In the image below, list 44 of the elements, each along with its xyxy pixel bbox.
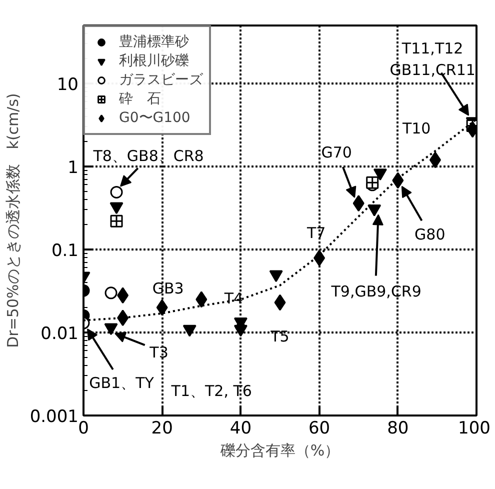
legend-label: ガラスビーズ — [119, 71, 203, 89]
point — [182, 324, 196, 337]
point — [117, 310, 129, 326]
point — [110, 214, 123, 228]
y-tick-label: 0.001 — [30, 407, 79, 427]
point — [366, 176, 379, 189]
x-tick-label: 100 — [458, 418, 491, 438]
annotation: T11,T12 GB11,CR11 — [390, 40, 476, 80]
point — [314, 250, 326, 266]
annotation: T3 — [148, 343, 168, 362]
x-tick-label: 60 — [308, 418, 330, 438]
y-tick-label: 0.01 — [40, 324, 79, 344]
annotation: GB1、TY — [89, 374, 155, 392]
legend-label: 豊浦標準砂 — [119, 33, 189, 51]
annotation: T10 — [401, 119, 431, 138]
point — [156, 299, 168, 316]
x-tick-label: 20 — [151, 418, 173, 438]
x-tick-label: 80 — [387, 418, 409, 438]
annotation: T7 — [306, 224, 326, 242]
annotation: G80 — [414, 225, 446, 244]
y-tick-label: 1 — [68, 158, 79, 178]
legend-label: 利根川砂礫 — [119, 52, 189, 70]
point — [110, 186, 123, 198]
point — [117, 287, 129, 304]
annotation: T1、T2, T6 — [170, 382, 252, 400]
legend-label: 砕 石 — [119, 90, 161, 108]
y-axis-title: Dr=50%のときの透水係数 k(cm/s) — [4, 93, 22, 348]
y-tick-label: 10 — [56, 75, 79, 96]
point — [104, 323, 118, 336]
x-tick-label: 0 — [78, 418, 89, 438]
x-axis-title: 礫分含有率（%） — [219, 442, 340, 460]
point — [429, 152, 441, 168]
legend-label: G0〜G100 — [119, 109, 190, 127]
y-tick-label: 0.1 — [51, 241, 79, 262]
point — [269, 270, 283, 282]
point — [392, 172, 404, 189]
point — [274, 294, 286, 311]
x-tick-label: 40 — [230, 418, 252, 438]
annotation: GB3 — [152, 280, 184, 298]
annotation: T9,GB9,CR9 — [330, 282, 422, 301]
point — [352, 195, 364, 212]
point — [196, 291, 208, 308]
annotation: G70 — [321, 143, 352, 162]
point — [104, 286, 118, 300]
